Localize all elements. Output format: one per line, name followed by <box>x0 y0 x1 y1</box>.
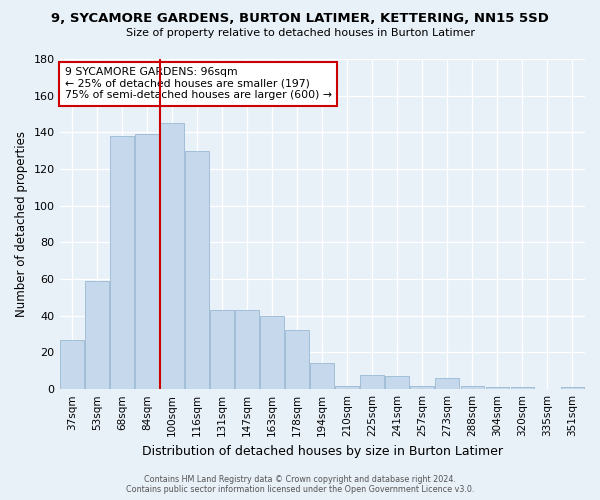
Bar <box>385 376 409 389</box>
Text: Size of property relative to detached houses in Burton Latimer: Size of property relative to detached ho… <box>125 28 475 38</box>
Bar <box>260 316 284 389</box>
Bar <box>185 150 209 389</box>
Bar <box>436 378 459 389</box>
Bar <box>410 386 434 389</box>
Bar <box>210 310 234 389</box>
Text: 9, SYCAMORE GARDENS, BURTON LATIMER, KETTERING, NN15 5SD: 9, SYCAMORE GARDENS, BURTON LATIMER, KET… <box>51 12 549 26</box>
Y-axis label: Number of detached properties: Number of detached properties <box>15 131 28 317</box>
Bar <box>110 136 134 389</box>
Bar <box>511 388 535 389</box>
Bar <box>361 374 384 389</box>
Bar <box>335 386 359 389</box>
Bar <box>235 310 259 389</box>
Bar <box>85 281 109 389</box>
Bar <box>135 134 159 389</box>
X-axis label: Distribution of detached houses by size in Burton Latimer: Distribution of detached houses by size … <box>142 444 503 458</box>
Bar <box>560 388 584 389</box>
Bar <box>310 364 334 389</box>
Text: 9 SYCAMORE GARDENS: 96sqm
← 25% of detached houses are smaller (197)
75% of semi: 9 SYCAMORE GARDENS: 96sqm ← 25% of detac… <box>65 68 332 100</box>
Bar <box>286 330 309 389</box>
Bar <box>60 340 84 389</box>
Bar <box>160 123 184 389</box>
Text: Contains HM Land Registry data © Crown copyright and database right 2024.
Contai: Contains HM Land Registry data © Crown c… <box>126 474 474 494</box>
Bar <box>461 386 484 389</box>
Bar <box>485 388 509 389</box>
